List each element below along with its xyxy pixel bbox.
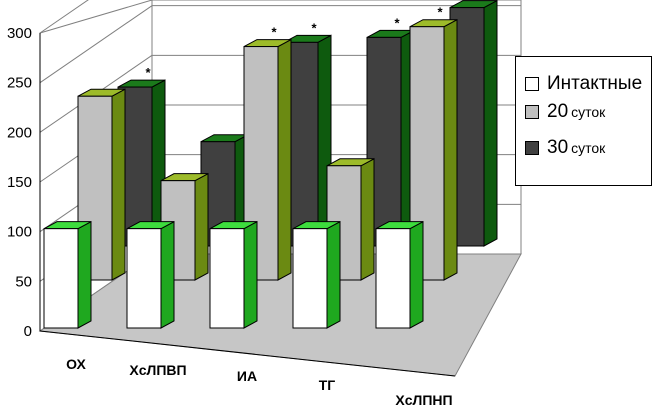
significance-star: *	[394, 15, 400, 30]
bar-side-20-суток	[277, 38, 292, 281]
bar-интактные	[126, 228, 162, 329]
bar-интактные	[43, 228, 79, 329]
y-tick-label: 0	[24, 323, 32, 340]
significance-star: *	[145, 65, 151, 80]
legend-label-30-days-suffix: суток	[571, 140, 606, 156]
y-tick-label: 100	[7, 224, 32, 241]
legend-label-20-days-suffix: суток	[571, 104, 606, 120]
bar-side-интактные	[409, 220, 424, 329]
legend-swatch-20-days	[525, 105, 539, 119]
bar-side-20-суток	[194, 172, 209, 281]
bar-side-30-суток	[483, 0, 498, 247]
y-tick-label: 50	[15, 273, 32, 290]
legend-label-20-days: 20	[547, 101, 569, 122]
category-label: ХсЛПНП	[395, 392, 452, 408]
x-axis-line	[39, 330, 456, 377]
significance-star: *	[437, 5, 443, 20]
bar-side-20-суток	[443, 18, 458, 281]
bar-интактные	[375, 228, 411, 329]
gridline-side	[39, 5, 153, 84]
category-label: ОХ	[66, 356, 86, 372]
legend: Интактные 20 суток 30 суток	[515, 56, 652, 186]
significance-star: *	[311, 20, 317, 35]
significance-star: *	[271, 25, 277, 40]
bar-интактные	[292, 228, 328, 329]
legend-item-30-days: 30 суток	[525, 137, 605, 159]
bar-side-интактные	[160, 220, 175, 329]
legend-item-intact: Интактные	[525, 73, 645, 95]
gridline-side	[39, 0, 89, 34]
category-label: ИА	[237, 368, 257, 384]
y-tick-label: 200	[7, 124, 32, 141]
legend-swatch-intact	[525, 77, 539, 91]
y-tick-label: 250	[7, 75, 32, 92]
category-label: ТГ	[319, 377, 336, 393]
legend-swatch-30-days	[525, 141, 539, 155]
bar-интактные	[209, 228, 245, 329]
bar-side-20-суток	[360, 157, 375, 281]
y-tick-label: 300	[7, 25, 32, 42]
significance-star: *	[477, 0, 483, 1]
bar-side-интактные	[326, 220, 341, 329]
y-tick-label: 150	[7, 174, 32, 191]
legend-label-intact: Интактные	[547, 73, 643, 94]
bar-side-интактные	[243, 220, 258, 329]
legend-label-30-days: 30	[547, 137, 569, 158]
bar-side-20-суток	[111, 88, 126, 281]
legend-item-20-days: 20 суток	[525, 101, 605, 123]
category-label: ХсЛПВП	[129, 362, 186, 378]
bar-side-интактные	[77, 220, 92, 329]
